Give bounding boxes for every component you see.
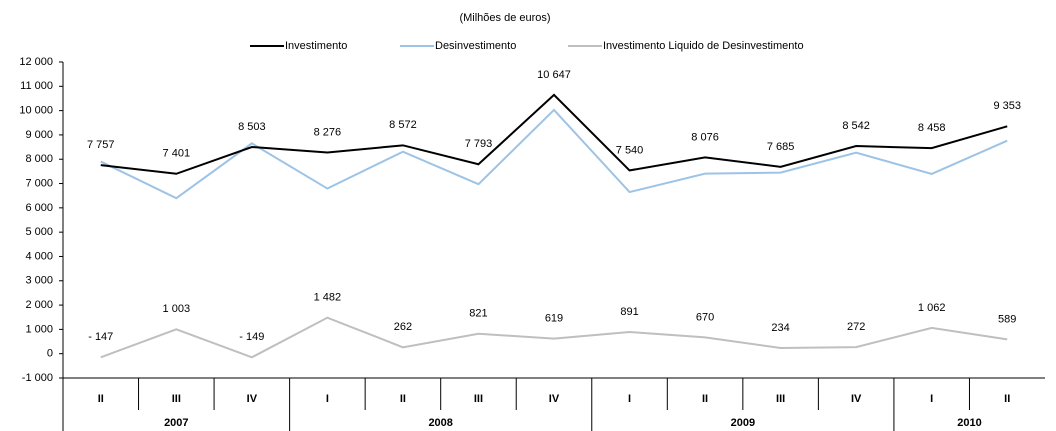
y-tick-label: 11 000	[20, 80, 53, 92]
x-tick-label: I	[628, 393, 631, 405]
y-tick-label: 10 000	[19, 105, 53, 117]
legend-label: Investimento	[285, 40, 347, 52]
x-tick-label: II	[702, 393, 708, 405]
data-label: 589	[998, 313, 1016, 325]
data-label: 272	[847, 321, 865, 333]
data-label: 8 458	[918, 122, 946, 134]
y-tick-label: 2 000	[25, 299, 53, 311]
y-tick-label: -1 000	[22, 372, 53, 384]
x-tick-label: IV	[549, 393, 560, 405]
data-label: 7 540	[616, 144, 644, 156]
x-tick-label: II	[98, 393, 104, 405]
data-label: 1 482	[314, 292, 342, 304]
data-label: 10 647	[537, 69, 571, 81]
data-label: 9 353	[993, 100, 1021, 112]
y-tick-label: 6 000	[25, 202, 53, 214]
data-label: 8 542	[842, 120, 870, 132]
data-label: 891	[620, 306, 638, 318]
data-label: 821	[469, 308, 487, 320]
x-tick-label: I	[930, 393, 933, 405]
data-label: - 149	[239, 331, 264, 343]
data-label: 8 076	[691, 131, 719, 143]
x-tick-label: III	[172, 393, 181, 405]
y-tick-label: 3 000	[25, 275, 53, 287]
data-label: 7 757	[87, 139, 115, 151]
y-tick-label: 0	[47, 348, 53, 360]
series-line	[100, 108, 1008, 200]
x-group-label: 2008	[428, 417, 452, 429]
y-tick-label: 4 000	[25, 250, 53, 262]
y-tick-label: 12 000	[19, 56, 53, 68]
data-label: 262	[394, 321, 412, 333]
x-tick-label: III	[474, 393, 483, 405]
x-group-label: 2007	[164, 417, 188, 429]
data-label: 8 503	[238, 121, 266, 133]
y-tick-label: 8 000	[25, 153, 53, 165]
x-group-label: 2009	[731, 417, 755, 429]
x-tick-label: IV	[851, 393, 862, 405]
data-label: 1 062	[918, 302, 946, 314]
y-tick-label: 9 000	[25, 129, 53, 141]
data-label: 670	[696, 311, 714, 323]
data-label: 7 685	[767, 141, 795, 153]
x-tick-label: II	[400, 393, 406, 405]
x-tick-label: IV	[247, 393, 258, 405]
data-label: - 147	[88, 331, 113, 343]
series-line	[100, 93, 1008, 175]
y-tick-label: 1 000	[25, 323, 53, 335]
legend-label: Investimento Liquido de Desinvestimento	[603, 40, 804, 52]
data-label: 234	[771, 322, 789, 334]
legend-label: Desinvestimento	[435, 40, 516, 52]
x-tick-label: I	[326, 393, 329, 405]
data-label: 8 276	[314, 126, 342, 138]
series-line	[100, 316, 1008, 359]
chart-subtitle: (Milhões de euros)	[459, 12, 550, 24]
data-label: 1 003	[163, 303, 191, 315]
x-tick-label: II	[1004, 393, 1010, 405]
x-tick-label: III	[776, 393, 785, 405]
data-label: 7 401	[163, 148, 191, 160]
data-label: 7 793	[465, 138, 493, 150]
y-tick-label: 7 000	[25, 177, 53, 189]
x-group-label: 2010	[957, 417, 981, 429]
data-label: 8 572	[389, 119, 417, 131]
y-tick-label: 5 000	[25, 226, 53, 238]
data-label: 619	[545, 313, 563, 325]
